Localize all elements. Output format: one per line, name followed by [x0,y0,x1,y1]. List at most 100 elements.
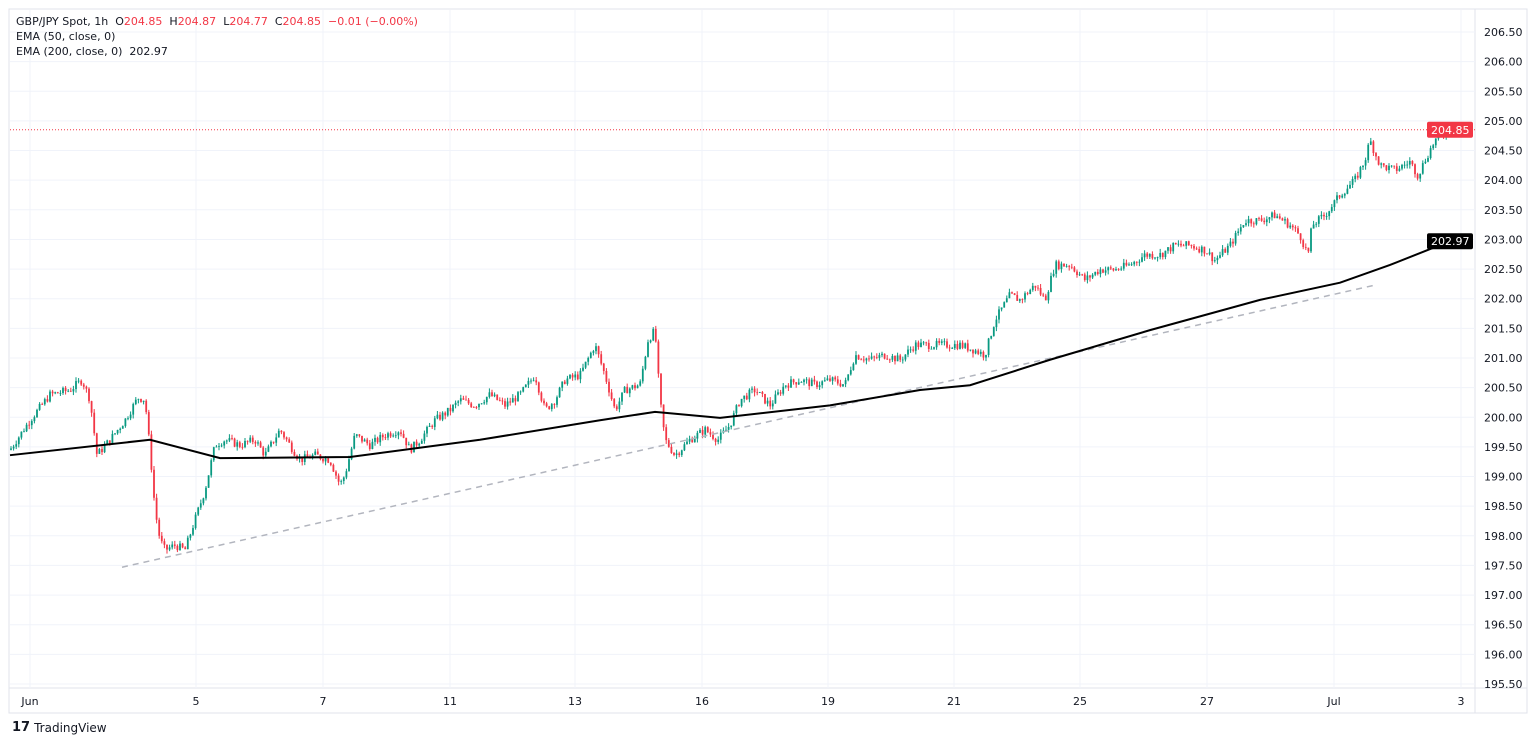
candle-body [829,378,831,381]
ema50-legend[interactable]: EMA (50, close, 0) [16,30,116,43]
candle-body [17,437,20,445]
candle-body [116,429,119,434]
close-label: C [274,15,283,28]
candle-body [69,390,72,392]
candle-body [524,384,527,388]
candle-body [483,402,486,404]
y-tick-label: 204.00 [1484,174,1523,187]
candle-body [1096,271,1099,275]
candle-body [1284,219,1286,221]
candle-body [207,475,210,488]
candle-body [1190,245,1193,246]
candle-body [1060,263,1063,270]
candle-body [579,370,582,380]
ema200-legend[interactable]: EMA (200, close, 0) 202.97 [16,44,418,59]
candle-body [1356,175,1359,178]
candle-body [810,379,813,387]
candle-body [322,459,324,462]
candle-body [376,437,379,443]
candle-body [1063,263,1065,267]
candle-body [1294,227,1297,229]
candle-body [1016,295,1019,301]
candle-body [88,388,90,402]
symbol-label[interactable]: GBP/JPY Spot, 1h [16,15,109,28]
candle-body [1065,265,1068,267]
y-tick-label: 197.50 [1484,559,1523,572]
x-tick-label: 5 [193,695,200,708]
candle-body [335,471,337,476]
candle-body [350,448,353,460]
candle-body [98,449,101,454]
low-value: 204.77 [229,15,268,28]
candle-body [1286,219,1289,228]
candle-body [220,445,223,447]
candle-body [933,347,935,349]
candle-body [293,451,296,456]
candle-body [270,441,272,447]
brand-name: TradingView [34,720,107,735]
candle-body [1148,254,1151,257]
candle-body [1138,261,1141,263]
candle-body [917,342,920,348]
candle-body [621,392,623,402]
candle-body [732,413,735,426]
candle-body [496,394,499,400]
candle-body [467,399,470,404]
close-value: 204.85 [282,15,322,28]
candle-body [478,403,480,408]
candle-body [938,340,941,343]
candle-body [480,403,483,405]
candle-body [452,404,454,412]
candle-body [842,384,844,387]
candle-body [1076,271,1078,276]
candle-body [517,392,519,402]
candle-body [927,342,930,349]
candle-body [602,363,605,371]
candle-body [1317,216,1320,224]
candle-body [940,341,943,343]
candle-body [787,385,790,388]
tradingview-logo[interactable]: 17 TradingView [12,720,107,735]
candle-body [205,487,207,499]
candle-body [907,349,909,355]
candle-body [608,381,610,393]
candle-body [972,349,974,354]
candle-body [1434,138,1437,146]
candle-body [519,391,522,393]
candle-body [1351,179,1354,185]
candle-body [415,441,418,446]
candle-body [761,392,764,394]
candle-body [1125,262,1128,266]
candle-body [246,440,249,442]
candle-body [1354,175,1357,180]
candle-body [995,319,998,328]
candle-body [527,380,530,385]
candle-body [1341,195,1344,198]
candle-body [1177,243,1180,245]
candle-body [1013,293,1016,296]
candle-body [535,380,538,383]
candle-body [704,427,707,435]
candle-body [1289,225,1292,228]
candle-body [779,392,782,394]
candle-body [114,433,116,435]
candle-body [1172,242,1175,252]
candle-body [909,349,912,351]
candle-body [865,358,868,361]
candle-body [1208,252,1211,255]
candle-body [93,412,96,434]
candle-body [1398,168,1401,171]
candle-body [1169,247,1172,252]
candle-body [870,356,873,359]
candle-body [288,439,291,443]
candle-body [1026,293,1029,295]
candle-body [25,424,28,432]
candle-body [566,378,569,384]
candle-body [821,381,824,386]
candle-body [80,380,83,385]
candle-body [257,442,259,444]
candle-body [1255,218,1258,225]
candle-body [1226,245,1229,253]
candle-body [553,404,556,405]
